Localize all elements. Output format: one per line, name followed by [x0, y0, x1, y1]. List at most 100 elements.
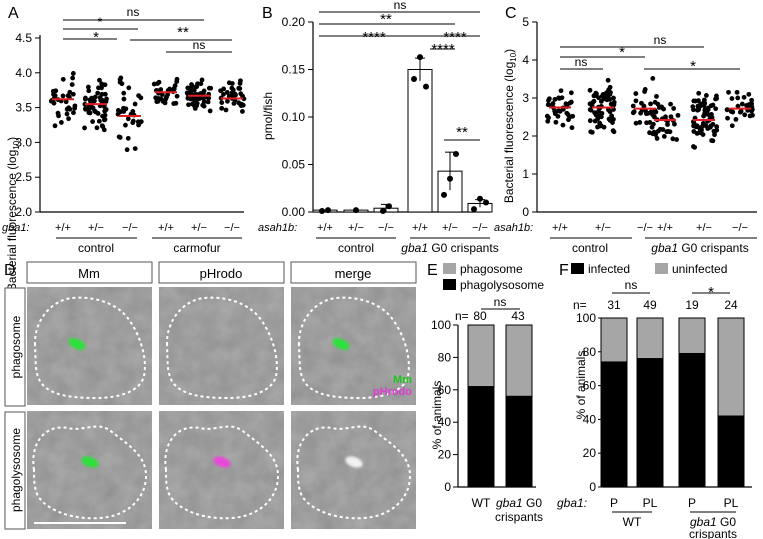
panel-c-dot [741, 94, 747, 100]
panel-a-letter: A [8, 5, 19, 22]
panel-c-dot [630, 103, 636, 109]
panel-e-legend-phagolysosome: phagolysosome [460, 278, 544, 292]
panel-a-dot [90, 119, 95, 124]
panel-d-row-phagosome: phagosome [9, 315, 23, 378]
panel-b-ytick-label: 0.15 [282, 63, 306, 77]
panel-a-dot [163, 95, 169, 101]
panel-f-n-value: 31 [607, 298, 621, 312]
panel-c-dot [674, 137, 680, 142]
panel-c-dot [592, 118, 598, 124]
panel-f-xlabels: P PL P PL [610, 496, 739, 510]
panel-a-dot [56, 113, 61, 119]
panel-c-dot [552, 111, 558, 117]
panel-c-dot [701, 99, 707, 105]
panel-e-n-label: n= [455, 309, 469, 323]
panel-f-n-value: 19 [685, 298, 699, 312]
panel-c-ytick-label: 4 [522, 53, 529, 67]
panel-f-bar-uninfected [717, 317, 745, 417]
panel-a-dot [221, 86, 227, 92]
panel-b-ytick-label: 0.05 [282, 158, 306, 172]
panel-c-genotype-label: +/− [595, 222, 611, 234]
panel-c-ylabel: Bacterial fluorescence (log10) [502, 49, 518, 203]
panel-f-bars [600, 317, 745, 488]
panel-a-dot [99, 123, 105, 129]
panel-b: B pmol/fish 0.00 0.05 0.10 0.15 0.20 ns ** *… [258, 0, 499, 255]
panel-a-dot [160, 98, 166, 104]
svg-text:****: **** [362, 29, 386, 46]
panel-c-dot [589, 129, 595, 135]
panel-a-dot [58, 120, 64, 125]
panel-c-dot [653, 109, 659, 115]
panel-a-genotype-label: +/+ [158, 222, 174, 234]
panel-c-dot [569, 125, 575, 131]
panel-f-bar-uninfected [600, 317, 628, 363]
panel-a-gene-label: gba1: [2, 222, 30, 234]
panel-c-means [549, 106, 751, 122]
panel-c-dot [660, 127, 666, 132]
panel-a-dot [174, 79, 180, 84]
panel-a-dot [230, 87, 236, 93]
panel-a-dot [174, 93, 180, 99]
panel-a-genotype-label: −/− [224, 222, 240, 234]
panel-a-dot [155, 99, 161, 104]
panel-b-point [353, 207, 359, 214]
panel-b-genotype-label: +/+ [317, 222, 333, 234]
panel-a-dot [96, 118, 102, 124]
panel-c-dot [655, 128, 661, 134]
panel-a-significance: ns * * ns ** ns [63, 5, 232, 53]
panel-f-x-label: P [610, 496, 618, 510]
panel-c-dot [710, 138, 716, 144]
panel-c-dot [749, 97, 755, 103]
panel-b-genotype-label: +/− [348, 222, 364, 234]
panel-f-x-label: PL [643, 496, 658, 510]
panel-a-dot [135, 119, 141, 125]
panel-c-dot [606, 116, 612, 122]
svg-text:**: ** [456, 124, 468, 141]
panel-a-xlabels: gba1: +/+ +/− −/− +/+ +/− −/− [2, 222, 240, 234]
panel-a-dot [95, 90, 101, 96]
panel-c-dot [733, 116, 739, 122]
panel-c-dot [730, 109, 736, 115]
panel-c-dot [606, 87, 612, 93]
panel-c-gene-label: asah1b: [494, 222, 533, 234]
panel-d-cell-outline [165, 296, 278, 400]
panel-f-bar-uninfected [636, 317, 664, 360]
panel-c-dot [606, 107, 611, 113]
panel-a-dot [72, 103, 78, 109]
panel-c-dot [611, 129, 617, 135]
panel-a-ytick-label: 3.0 [15, 135, 32, 149]
panel-d-legend-mm: Mm [393, 374, 412, 386]
panel-a-dot [199, 77, 205, 83]
panel-c-dot [599, 93, 605, 99]
panel-c-dot [597, 120, 602, 126]
panel-b-ytick-label: 0.00 [282, 205, 306, 219]
panel-a-dot [226, 93, 232, 99]
panel-c-dot [749, 108, 755, 114]
panel-c-dot [697, 103, 703, 109]
panel-e-bars [467, 324, 533, 488]
panel-c-dot [691, 98, 697, 104]
panel-e-bar-phagolysosome [505, 395, 533, 488]
panel-c-dot [633, 91, 639, 96]
panel-e-letter: E [427, 262, 438, 279]
panel-f-ytick-label: 80 [583, 345, 597, 359]
svg-text:**: ** [380, 11, 392, 28]
panel-a-genotype-label: +/− [191, 222, 207, 234]
panel-d-tile-texture [291, 411, 416, 529]
panel-a-dot [70, 75, 76, 81]
panel-c-dot [734, 89, 740, 95]
panel-f-bar-uninfected [678, 317, 706, 354]
panel-b-point [453, 151, 459, 158]
panel-a-dot [124, 147, 130, 153]
panel-a-dot [240, 93, 245, 99]
panel-c-dot [553, 119, 559, 125]
panel-c-dot [670, 136, 676, 142]
panel-c-dot [651, 113, 656, 118]
panel-e-yticks: 0 20 40 60 80 100 [431, 318, 458, 494]
panel-a-dot [117, 109, 123, 115]
panel-e-xlabel-wt: WT [472, 496, 491, 510]
panel-c-dot [729, 123, 735, 129]
panel-a-dot [225, 98, 230, 104]
panel-a-dot [221, 91, 226, 97]
panel-c-ytick-label: 1 [522, 167, 529, 181]
